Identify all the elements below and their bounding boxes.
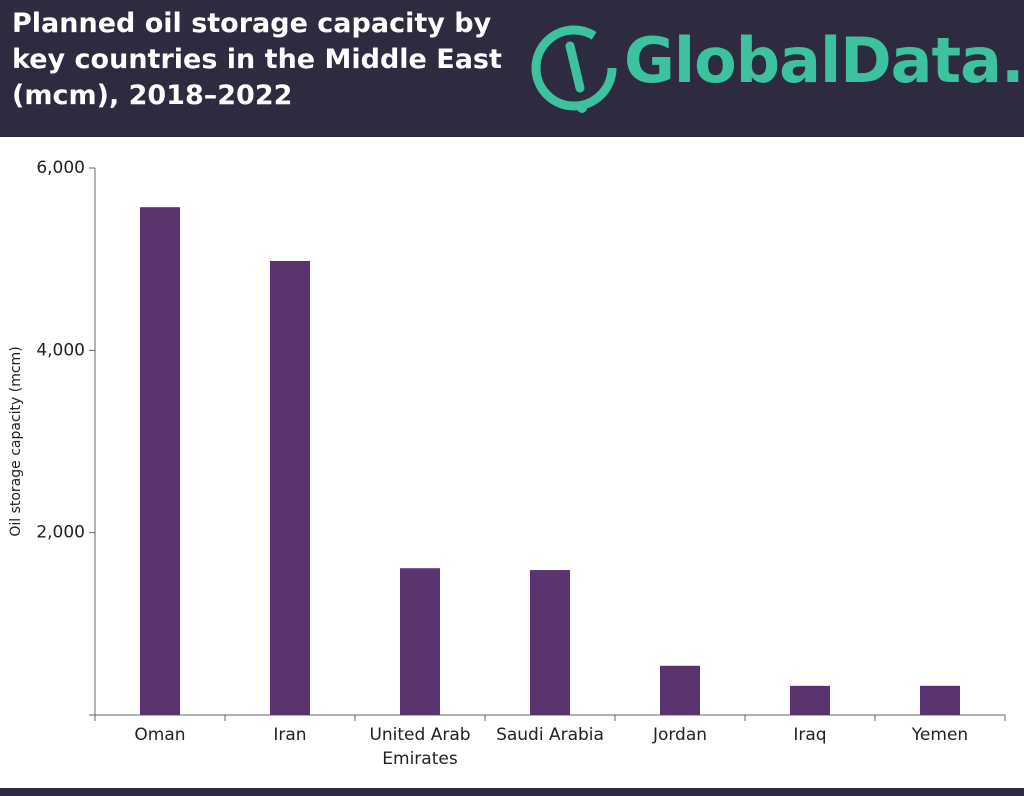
x-tick-label: Iran [273,725,307,745]
bar [140,207,180,715]
logo-icon [531,25,617,113]
y-tick-label: 6,000 [36,158,85,178]
chart-title: Planned oil storage capacity by key coun… [12,8,502,111]
x-tick-label: Saudi Arabia [496,725,604,745]
bar [530,570,570,715]
x-tick-label: Oman [134,725,186,745]
x-tick-label: Iraq [793,725,827,745]
x-tick-label: United Arab Emirates [369,725,471,769]
x-tick-label: Yemen [911,725,969,745]
y-tick-label: 4,000 [36,340,85,360]
bar [270,260,310,715]
logo-ring [531,25,617,111]
logo-bar [565,41,585,93]
x-tick-label: Jordan [652,725,708,745]
logo-text: GlobalData. [624,24,1024,97]
bar [660,665,700,715]
bar [920,685,960,715]
bar [400,568,440,715]
bar [790,685,830,715]
footer-band [0,788,1024,796]
y-axis-label: Oil storage capacity (mcm) [8,346,24,536]
y-tick-label: 2,000 [36,523,85,543]
header: Planned oil storage capacity by key coun… [0,0,1024,137]
logo-dot [577,103,587,113]
